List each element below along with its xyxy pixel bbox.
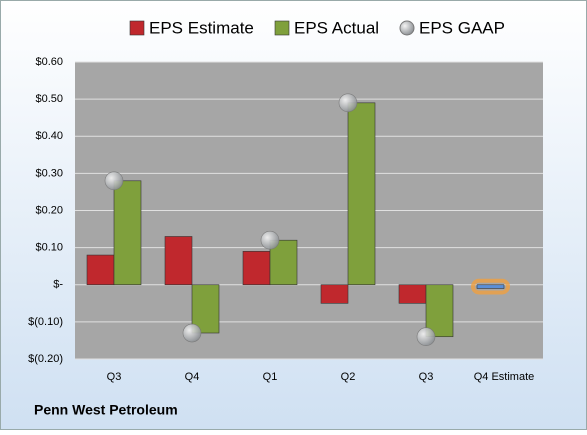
gaap-marker	[416, 327, 436, 347]
bar	[320, 284, 349, 304]
bar	[425, 284, 454, 338]
gaap-marker	[260, 230, 280, 250]
bar	[398, 284, 427, 304]
legend-marker	[399, 20, 415, 36]
x-tick-label: Q1	[263, 371, 278, 383]
x-tick-label: Q2	[341, 371, 356, 383]
bar	[191, 284, 220, 334]
bar	[242, 251, 271, 286]
y-tick-label: $0.50	[35, 93, 63, 105]
legend-label: EPS GAAP	[419, 18, 505, 37]
y-tick-label: $0.30	[35, 167, 63, 179]
x-tick-label: Q4	[185, 371, 200, 383]
legend-marker	[274, 20, 290, 36]
bar	[164, 236, 193, 286]
bar	[476, 284, 505, 289]
bar	[113, 180, 142, 286]
bar	[86, 254, 115, 286]
legend-label: EPS Actual	[294, 18, 379, 37]
legend-marker	[129, 20, 145, 36]
y-tick-label: $0.10	[35, 242, 63, 254]
gaap-marker	[182, 323, 202, 343]
x-tick-label: Q3	[419, 371, 434, 383]
gaap-marker	[338, 93, 358, 113]
highlight-glow	[471, 278, 510, 295]
footer: Penn West Petroleum	[34, 402, 178, 418]
gaap-marker	[104, 171, 124, 191]
x-tick-label: Q4 Estimate	[474, 371, 535, 383]
y-tick-label: $(0.10)	[28, 316, 63, 328]
bar	[269, 239, 298, 286]
y-tick-label: $(0.20)	[28, 353, 63, 365]
x-tick-label: Q3	[107, 371, 122, 383]
y-tick-label: $0.60	[35, 56, 63, 68]
y-tick-label: $-	[53, 279, 63, 291]
bar	[347, 102, 376, 286]
legend-label: EPS Estimate	[149, 18, 254, 37]
y-tick-label: $0.20	[35, 204, 63, 216]
y-tick-label: $0.40	[35, 130, 63, 142]
